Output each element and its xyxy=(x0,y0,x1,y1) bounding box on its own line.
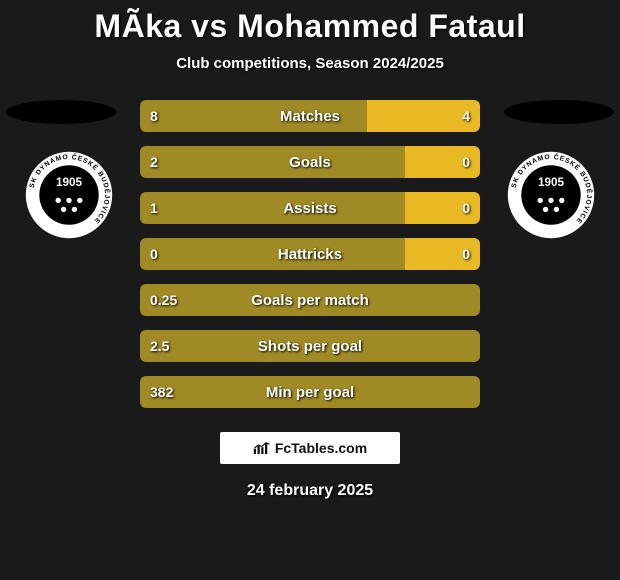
stat-label: Goals xyxy=(140,154,480,171)
stat-row: Min per goal382 xyxy=(140,376,480,408)
stat-value-left: 1 xyxy=(150,200,158,216)
date-label: 24 february 2025 xyxy=(0,482,620,500)
stat-value-right: 0 xyxy=(462,200,470,216)
stat-row: Goals2 0 xyxy=(140,146,480,178)
stat-row: Assists1 0 xyxy=(140,192,480,224)
stat-value-left: 382 xyxy=(150,384,173,400)
page-title: MÃ­ka vs Mohammed Fataul xyxy=(0,0,620,45)
stat-value-right: 0 xyxy=(462,246,470,262)
stat-row: Hattricks0 0 xyxy=(140,238,480,270)
stat-row: Shots per goal2.5 xyxy=(140,330,480,362)
svg-text:1905: 1905 xyxy=(538,176,565,189)
stat-value-left: 8 xyxy=(150,108,158,124)
shadow-ellipse-left xyxy=(6,100,116,124)
stat-label: Assists xyxy=(140,200,480,217)
stat-value-left: 2 xyxy=(150,154,158,170)
stat-label: Hattricks xyxy=(140,246,480,263)
stat-value-right: 0 xyxy=(462,154,470,170)
stat-label: Min per goal xyxy=(140,384,480,401)
stat-label: Shots per goal xyxy=(140,338,480,355)
stat-row: Goals per match0.25 xyxy=(140,284,480,316)
shadow-ellipse-right xyxy=(504,100,614,124)
stat-row: Matches8 4 xyxy=(140,100,480,132)
svg-text:1905: 1905 xyxy=(56,176,83,189)
stat-bars: Matches84Goals20Assists10Hattricks00Goal… xyxy=(140,100,480,408)
stat-label: Goals per match xyxy=(140,292,480,309)
stat-value-left: 0.25 xyxy=(150,292,177,308)
stat-label: Matches xyxy=(140,108,480,125)
watermark: FcTables.com xyxy=(220,432,400,464)
comparison-panel: SK DYNAMO ČESKÉ BUDĚJOVICE 1905 SK DYNAM… xyxy=(0,100,620,500)
stat-value-left: 0 xyxy=(150,246,158,262)
club-logo-left: SK DYNAMO ČESKÉ BUDĚJOVICE 1905 xyxy=(24,150,114,240)
page-subtitle: Club competitions, Season 2024/2025 xyxy=(0,55,620,72)
stat-value-left: 2.5 xyxy=(150,338,169,354)
club-logo-right: SK DYNAMO ČESKÉ BUDĚJOVICE 1905 xyxy=(506,150,596,240)
stat-value-right: 4 xyxy=(462,108,470,124)
chart-icon xyxy=(253,441,271,455)
watermark-text: FcTables.com xyxy=(275,440,367,456)
